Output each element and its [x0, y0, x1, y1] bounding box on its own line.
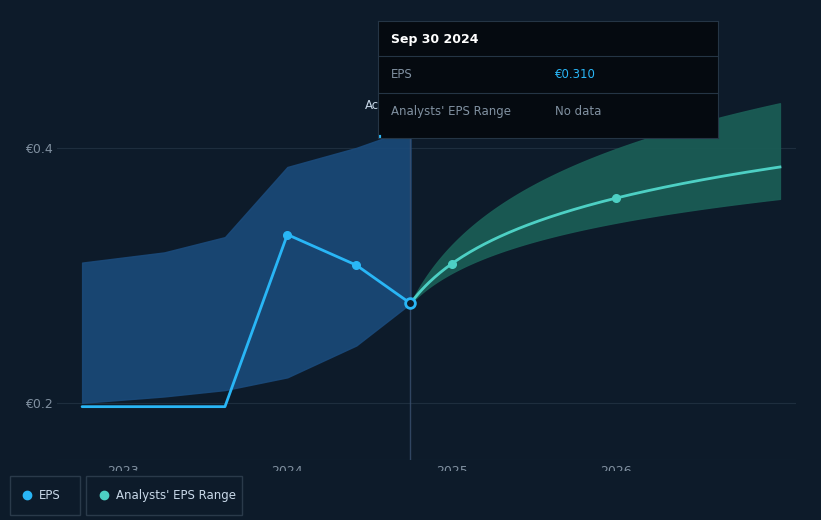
Text: Analysts' EPS Range: Analysts' EPS Range: [392, 105, 511, 118]
Text: EPS: EPS: [39, 489, 60, 502]
Text: Sep 30 2024: Sep 30 2024: [392, 32, 479, 45]
Text: Analysts' EPS Range: Analysts' EPS Range: [116, 489, 236, 502]
Text: Actual: Actual: [365, 99, 402, 112]
Text: €0.310: €0.310: [555, 68, 596, 81]
Text: EPS: EPS: [392, 68, 413, 81]
Text: No data: No data: [555, 105, 601, 118]
FancyBboxPatch shape: [10, 475, 80, 515]
FancyBboxPatch shape: [86, 475, 242, 515]
Text: Analysts Forecasts: Analysts Forecasts: [419, 99, 529, 112]
